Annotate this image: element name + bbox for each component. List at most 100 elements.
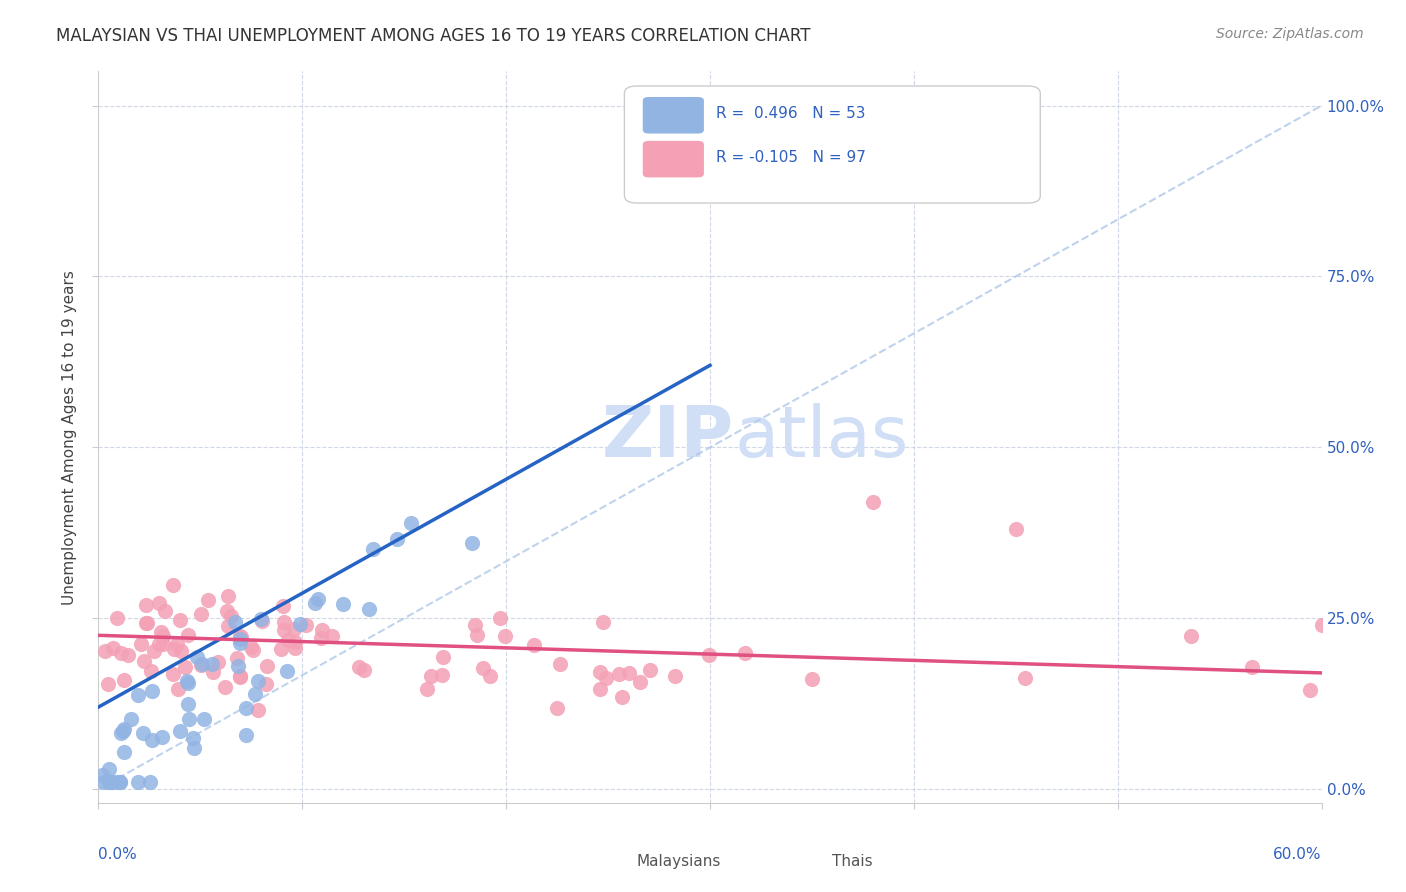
- Point: [139, 664, 162, 678]
- Point: [465, 628, 488, 642]
- Point: [173, 660, 195, 674]
- Point: [1310, 618, 1333, 632]
- Point: [135, 616, 157, 631]
- Point: [247, 673, 270, 688]
- Point: [243, 687, 266, 701]
- Point: [176, 628, 198, 642]
- Point: [284, 635, 307, 649]
- Text: 60.0%: 60.0%: [1274, 847, 1322, 862]
- Point: [139, 775, 162, 789]
- Point: [240, 640, 263, 655]
- Point: [387, 532, 409, 546]
- Point: [478, 669, 501, 683]
- Point: [592, 615, 614, 629]
- Point: [129, 637, 152, 651]
- Point: [105, 775, 128, 789]
- Point: [420, 669, 443, 683]
- Point: [219, 608, 242, 623]
- Point: [226, 658, 249, 673]
- Point: [270, 641, 292, 656]
- Point: [229, 635, 252, 649]
- Point: [430, 668, 453, 682]
- Point: [200, 657, 222, 672]
- Point: [169, 614, 191, 628]
- Point: [347, 659, 370, 673]
- Point: [361, 542, 384, 557]
- Point: [242, 643, 264, 657]
- Point: [311, 623, 333, 637]
- Point: [1299, 683, 1322, 698]
- Point: [94, 643, 117, 657]
- Point: [1180, 630, 1202, 644]
- Point: [148, 637, 170, 651]
- Point: [276, 664, 298, 678]
- Point: [307, 591, 329, 606]
- Point: [638, 664, 661, 678]
- Point: [191, 657, 214, 671]
- Point: [250, 614, 273, 628]
- Point: [177, 712, 200, 726]
- Point: [664, 669, 686, 683]
- Point: [162, 666, 184, 681]
- Point: [117, 648, 139, 662]
- Text: Source: ZipAtlas.com: Source: ZipAtlas.com: [1216, 27, 1364, 41]
- Point: [153, 604, 176, 618]
- Point: [321, 629, 343, 643]
- Point: [1240, 659, 1263, 673]
- Point: [141, 733, 163, 747]
- Point: [150, 730, 173, 744]
- Point: [246, 703, 269, 717]
- Point: [108, 775, 131, 789]
- FancyBboxPatch shape: [643, 97, 704, 134]
- Point: [105, 611, 128, 625]
- Point: [489, 611, 512, 625]
- Point: [143, 644, 166, 658]
- Point: [523, 639, 546, 653]
- Point: [229, 670, 252, 684]
- Point: [193, 713, 215, 727]
- Point: [181, 731, 204, 745]
- Point: [546, 701, 568, 715]
- Point: [309, 632, 332, 646]
- Point: [170, 644, 193, 658]
- Point: [638, 146, 661, 161]
- Point: [332, 597, 354, 611]
- FancyBboxPatch shape: [765, 843, 827, 880]
- Point: [229, 629, 252, 643]
- Point: [229, 630, 252, 644]
- Point: [190, 657, 212, 672]
- Point: [277, 633, 299, 648]
- Point: [114, 673, 136, 688]
- Point: [461, 535, 484, 549]
- Point: [589, 682, 612, 697]
- Point: [595, 671, 617, 685]
- Point: [214, 680, 236, 694]
- FancyBboxPatch shape: [643, 141, 704, 178]
- Point: [734, 646, 756, 660]
- Point: [190, 607, 212, 622]
- Point: [120, 712, 142, 726]
- Point: [149, 625, 172, 640]
- Point: [617, 666, 640, 681]
- Point: [110, 726, 132, 740]
- Point: [100, 775, 122, 789]
- Point: [141, 684, 163, 698]
- Point: [800, 672, 823, 686]
- Point: [98, 775, 121, 789]
- Point: [176, 675, 198, 690]
- Point: [284, 641, 307, 656]
- Point: [97, 677, 120, 691]
- Point: [1014, 671, 1036, 685]
- Point: [110, 775, 132, 789]
- Point: [290, 616, 312, 631]
- Point: [197, 593, 219, 607]
- Point: [229, 632, 252, 646]
- Point: [132, 726, 155, 740]
- Point: [548, 657, 571, 672]
- Point: [304, 596, 326, 610]
- Point: [697, 648, 720, 662]
- Point: [353, 663, 375, 677]
- Text: atlas: atlas: [734, 402, 908, 472]
- Point: [628, 675, 651, 690]
- Text: R =  0.496   N = 53: R = 0.496 N = 53: [716, 106, 866, 121]
